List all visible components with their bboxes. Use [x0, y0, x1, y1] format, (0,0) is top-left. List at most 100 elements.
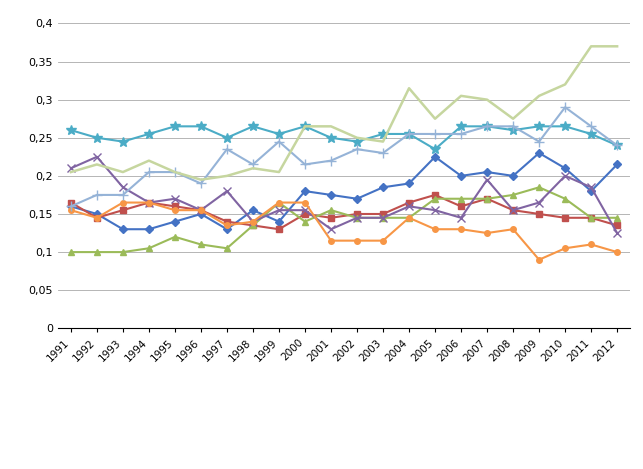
Journal of Clinical Oncology — [379, 131, 387, 137]
Investigative Ophthalmology — [301, 123, 309, 129]
Archives of Ophthalmology — [275, 227, 283, 232]
Journal of Clinical Oncology — [223, 135, 231, 141]
Archives of Ophthalmology — [223, 219, 231, 225]
Experimental Eye Research — [535, 200, 543, 205]
Archives of Ophthalmology — [119, 207, 127, 213]
Experimental Eye Research — [275, 207, 283, 213]
American Journal of Ophthalmology — [197, 211, 204, 217]
Archives of Ophthalmology — [197, 207, 204, 213]
Experimental Eye Research — [509, 207, 517, 213]
Journal of the National Cancer Institute — [613, 250, 621, 255]
Journal of Clinical Oncology — [197, 123, 204, 129]
British Journal of Ophthalmology — [405, 215, 413, 220]
Journal of the National Cancer Institute — [327, 238, 335, 243]
Journal of the National Cancer Institute — [275, 200, 283, 205]
Archives of Ophthalmology — [561, 215, 569, 220]
Journal of Clinical Oncology — [275, 131, 283, 137]
Line: Investigative Ophthalmology: Investigative Ophthalmology — [71, 46, 617, 180]
Line: Archives of Ophthalmology: Archives of Ophthalmology — [68, 192, 620, 232]
American Journal of Ophthalmology — [301, 188, 309, 194]
Journal of the National Cancer Institute — [535, 257, 543, 263]
Journal of Clinical Oncology — [509, 128, 517, 133]
American Journal of Ophthalmology — [587, 188, 595, 194]
Experimental Eye Research — [405, 204, 413, 209]
American Journal of Ophthalmology — [119, 227, 127, 232]
American Journal of Ophthalmology — [275, 219, 283, 225]
Journal of Clinical Oncology — [145, 131, 153, 137]
Archives of Ophthalmology — [67, 200, 75, 205]
Ophthalmology — [223, 146, 231, 152]
Ophthalmology — [613, 143, 621, 148]
Line: American Journal of Ophthalmology: American Journal of Ophthalmology — [68, 150, 620, 232]
American Journal of Ophthalmology — [535, 150, 543, 156]
Archives of Ophthalmology — [171, 204, 179, 209]
Ophthalmology — [197, 181, 204, 186]
Ophthalmology — [301, 162, 309, 167]
Ophthalmology — [93, 192, 101, 198]
Ophthalmology — [561, 105, 569, 110]
American Journal of Ophthalmology — [93, 211, 101, 217]
British Journal of Ophthalmology — [509, 192, 517, 198]
American Journal of Ophthalmology — [484, 169, 491, 175]
Ophthalmology — [457, 131, 465, 137]
American Journal of Ophthalmology — [509, 173, 517, 179]
Investigative Ophthalmology — [119, 169, 127, 175]
Investigative Ophthalmology — [275, 169, 283, 175]
Journal of the National Cancer Institute — [457, 227, 465, 232]
Archives of Ophthalmology — [431, 192, 439, 198]
Journal of Clinical Oncology — [67, 128, 75, 133]
British Journal of Ophthalmology — [93, 250, 101, 255]
Ophthalmology — [535, 139, 543, 144]
British Journal of Ophthalmology — [457, 196, 465, 202]
Archives of Ophthalmology — [535, 211, 543, 217]
British Journal of Ophthalmology — [171, 234, 179, 240]
Journal of the National Cancer Institute — [587, 242, 595, 247]
Journal of Clinical Oncology — [119, 139, 127, 144]
British Journal of Ophthalmology — [223, 245, 231, 251]
British Journal of Ophthalmology — [67, 250, 75, 255]
Journal of the National Cancer Institute — [145, 200, 153, 205]
Journal of the National Cancer Institute — [93, 215, 101, 220]
Archives of Ophthalmology — [613, 223, 621, 228]
Ophthalmology — [405, 131, 413, 137]
British Journal of Ophthalmology — [197, 242, 204, 247]
Line: Journal of Clinical Oncology: Journal of Clinical Oncology — [66, 121, 622, 154]
Experimental Eye Research — [67, 166, 75, 171]
British Journal of Ophthalmology — [535, 184, 543, 190]
British Journal of Ophthalmology — [561, 196, 569, 202]
Experimental Eye Research — [353, 215, 361, 220]
Line: Journal of the National Cancer Institute: Journal of the National Cancer Institute — [68, 200, 620, 263]
Experimental Eye Research — [197, 207, 204, 213]
Experimental Eye Research — [249, 219, 257, 225]
Investigative Ophthalmology — [93, 162, 101, 167]
British Journal of Ophthalmology — [379, 215, 387, 220]
Ophthalmology — [171, 169, 179, 175]
Journal of the National Cancer Institute — [405, 215, 413, 220]
Journal of the National Cancer Institute — [379, 238, 387, 243]
Archives of Ophthalmology — [93, 215, 101, 220]
Journal of the National Cancer Institute — [171, 207, 179, 213]
Line: British Journal of Ophthalmology: British Journal of Ophthalmology — [68, 184, 620, 256]
Ophthalmology — [275, 139, 283, 144]
Investigative Ophthalmology — [171, 169, 179, 175]
Investigative Ophthalmology — [457, 93, 465, 98]
Archives of Ophthalmology — [327, 215, 335, 220]
British Journal of Ophthalmology — [249, 223, 257, 228]
Ophthalmology — [67, 204, 75, 209]
Experimental Eye Research — [587, 184, 595, 190]
Experimental Eye Research — [327, 227, 335, 232]
Journal of Clinical Oncology — [93, 135, 101, 141]
Archives of Ophthalmology — [379, 211, 387, 217]
Experimental Eye Research — [145, 200, 153, 205]
Journal of the National Cancer Institute — [301, 200, 309, 205]
Journal of Clinical Oncology — [613, 143, 621, 148]
Experimental Eye Research — [379, 215, 387, 220]
Ophthalmology — [587, 123, 595, 129]
Investigative Ophthalmology — [327, 123, 335, 129]
Journal of the National Cancer Institute — [431, 227, 439, 232]
Investigative Ophthalmology — [535, 93, 543, 98]
British Journal of Ophthalmology — [431, 196, 439, 202]
Ophthalmology — [145, 169, 153, 175]
American Journal of Ophthalmology — [249, 207, 257, 213]
Journal of Clinical Oncology — [353, 139, 361, 144]
